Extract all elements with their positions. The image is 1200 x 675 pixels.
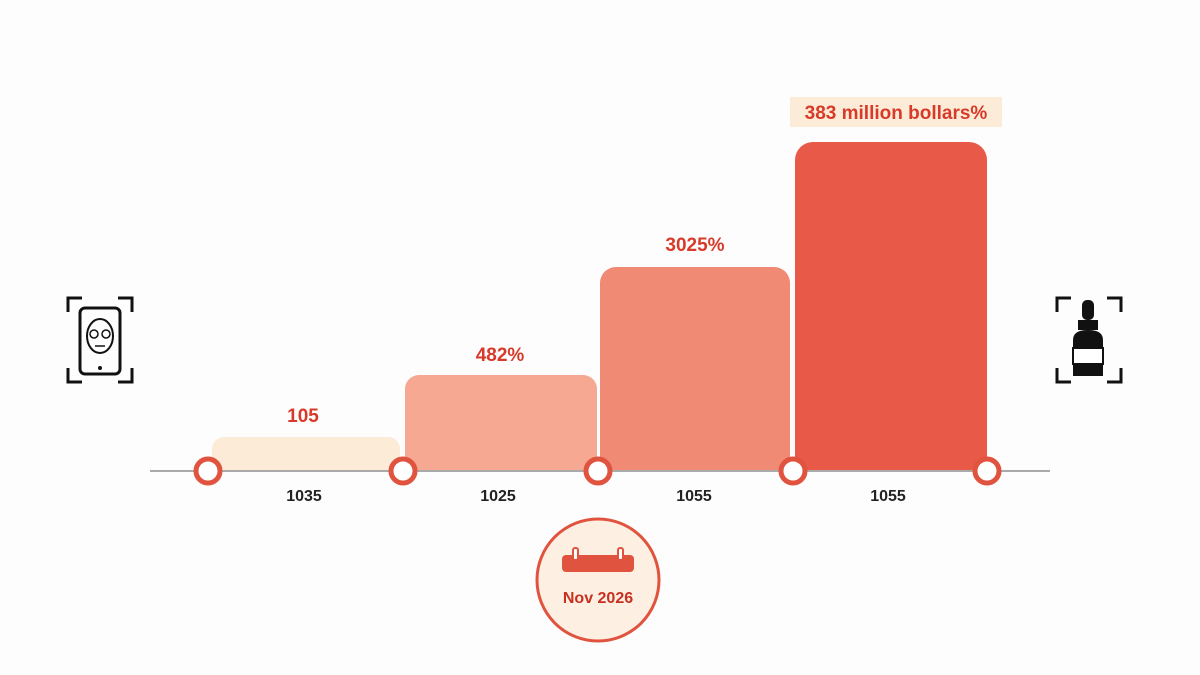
- value-label: 383 million bollars%: [805, 103, 988, 124]
- marker: [193, 456, 223, 486]
- marker: [388, 456, 418, 486]
- marker: [583, 456, 613, 486]
- date-badge: [535, 517, 661, 643]
- label-background: [790, 97, 1002, 127]
- bar: [405, 375, 597, 470]
- category-label: 1055: [870, 488, 906, 505]
- category-label: 1055: [676, 488, 712, 505]
- date-label: Nov 2026: [563, 590, 633, 607]
- bar: [600, 267, 790, 470]
- phone-icon: [66, 296, 134, 384]
- value-label: 105: [287, 406, 319, 427]
- bar: [212, 437, 400, 470]
- markers: [193, 456, 1002, 486]
- value-label: 482%: [476, 345, 525, 366]
- category-label: 1025: [480, 488, 516, 505]
- bar: [795, 142, 987, 470]
- calendar-icon: [562, 547, 634, 572]
- value-label: 3025%: [665, 235, 724, 256]
- marker: [972, 456, 1002, 486]
- category-label: 1035: [286, 488, 322, 505]
- bottle-icon: [1055, 296, 1123, 384]
- marker: [778, 456, 808, 486]
